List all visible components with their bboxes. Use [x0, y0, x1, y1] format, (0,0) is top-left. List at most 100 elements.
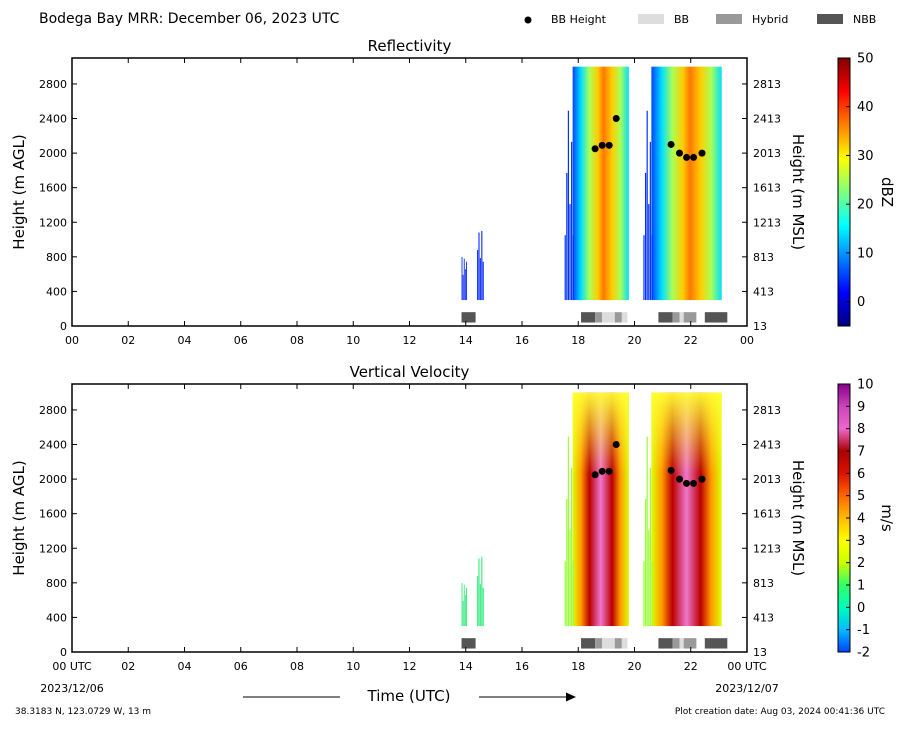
y-axis-label-right: Height (m MSL) — [789, 134, 807, 250]
echo-edge-streak — [569, 204, 571, 301]
bb-type-bar — [602, 312, 615, 323]
x-tick-label: 14 — [459, 660, 473, 673]
y-tick-label-left: 800 — [46, 251, 67, 264]
echo-storm-region — [572, 66, 629, 301]
y-tick-label-right: 2413 — [753, 439, 781, 452]
y-tick-label-left: 0 — [60, 320, 67, 333]
echo-edge-streak — [564, 235, 566, 301]
bb-type-bar — [672, 638, 680, 649]
y-tick-label-left: 1600 — [39, 182, 67, 195]
echo-column — [461, 583, 463, 627]
bb-height-point — [605, 141, 613, 149]
y-tick-label-left: 400 — [46, 611, 67, 624]
echo-edge-streak — [644, 172, 647, 301]
bb-type-bar — [704, 638, 728, 649]
y-tick-label-right: 1213 — [753, 216, 781, 229]
echo-column — [478, 232, 480, 301]
y-tick-label-left: 2800 — [39, 78, 67, 91]
colorbar-tick-label: 1 — [857, 579, 865, 594]
panel-title: Reflectivity — [368, 37, 452, 55]
legend-label: NBB — [853, 13, 876, 26]
echo-edge-streak — [567, 110, 570, 301]
colorbar-label: dBZ — [878, 177, 896, 207]
panel-title: Vertical Velocity — [350, 363, 470, 381]
bb-type-bar — [614, 312, 622, 323]
x-tick-label: 16 — [515, 660, 529, 673]
echo-column — [463, 258, 465, 301]
x-tick-label: 10 — [346, 334, 360, 347]
legend-label: BB — [674, 13, 689, 26]
y-tick-label-left: 2400 — [39, 113, 67, 126]
echo-column — [477, 249, 479, 301]
bb-type-bar — [683, 638, 697, 649]
colorbar-tick-label: 10 — [857, 246, 874, 261]
bb-type-bar — [621, 312, 628, 323]
plot-area — [461, 66, 728, 323]
x-tick-label: 22 — [684, 334, 698, 347]
y-tick-label-right: 2013 — [753, 473, 781, 486]
bb-type-bar — [581, 638, 596, 649]
colorbar-tick-label: 8 — [857, 422, 865, 437]
echo-edge-streak — [572, 561, 574, 627]
echo-edge-streak — [569, 530, 571, 627]
echo-edge-streak — [643, 561, 645, 627]
bb-type-legend: BB Height BB Hybrid NBB — [524, 13, 876, 26]
time-arrow-head-icon — [566, 692, 576, 702]
x-tick-label: 14 — [459, 334, 473, 347]
bb-height-point — [667, 140, 675, 148]
y-tick-label-left: 400 — [46, 285, 67, 298]
y-axis-label-left: Height (m AGL) — [10, 134, 28, 249]
echo-edge-streak — [566, 172, 568, 301]
bb-type-bar — [602, 638, 615, 649]
x-tick-label: 18 — [571, 660, 585, 673]
bb-type-bar — [658, 312, 673, 323]
echo-column — [479, 258, 482, 301]
x-tick-label: 00 — [740, 334, 754, 347]
x-tick-label: 16 — [515, 334, 529, 347]
bb-height-point — [612, 441, 620, 449]
echo-edge-streak — [648, 530, 650, 627]
colorbar-tick-label: 30 — [857, 149, 874, 164]
echo-column — [462, 274, 464, 301]
colorbar-tick-label: 0 — [857, 295, 865, 310]
bb-type-bar — [595, 638, 603, 649]
echo-edge-streak — [648, 204, 650, 301]
echo-column — [464, 269, 466, 301]
echo-edge-streak — [643, 235, 645, 301]
x-tick-label: 08 — [290, 334, 304, 347]
bb-height-point — [612, 115, 620, 123]
bb-height-point — [698, 149, 706, 157]
bb-type-bar — [704, 312, 728, 323]
echo-column — [482, 261, 484, 301]
y-tick-label-left: 2000 — [39, 147, 67, 160]
echo-edge-streak — [572, 235, 574, 301]
bb-type-bar — [672, 312, 680, 323]
x-tick-label: 12 — [403, 334, 417, 347]
x-tick-label: 02 — [121, 660, 135, 673]
colorbar — [837, 57, 851, 327]
y-tick-label-right: 13 — [753, 320, 767, 333]
y-tick-label-left: 2400 — [39, 439, 67, 452]
bb-height-point — [667, 466, 675, 474]
x-tick-label: 00 UTC — [727, 660, 767, 673]
y-axis-label-right: Height (m MSL) — [789, 460, 807, 576]
echo-storm-region — [651, 66, 722, 301]
echo-column — [463, 584, 465, 627]
echo-edge-streak — [571, 141, 573, 301]
y-tick-label-right: 1613 — [753, 182, 781, 195]
x-tick-label: 20 — [628, 660, 642, 673]
bb-height-point — [690, 153, 698, 161]
bb-type-bar — [614, 638, 622, 649]
bb-height-point — [698, 475, 706, 483]
x-tick-label: 06 — [234, 334, 248, 347]
bb-height-marker-icon — [524, 16, 532, 24]
bb-type-bar — [461, 638, 476, 649]
colorbar-tick-label: 2 — [857, 556, 865, 571]
x-tick-label: 04 — [178, 334, 192, 347]
y-tick-label-right: 1213 — [753, 542, 781, 555]
x-axis-label: Time (UTC) — [367, 687, 451, 705]
echo-column — [464, 595, 466, 627]
echo-edge-streak — [646, 436, 648, 627]
echo-edge-streak — [566, 498, 568, 627]
